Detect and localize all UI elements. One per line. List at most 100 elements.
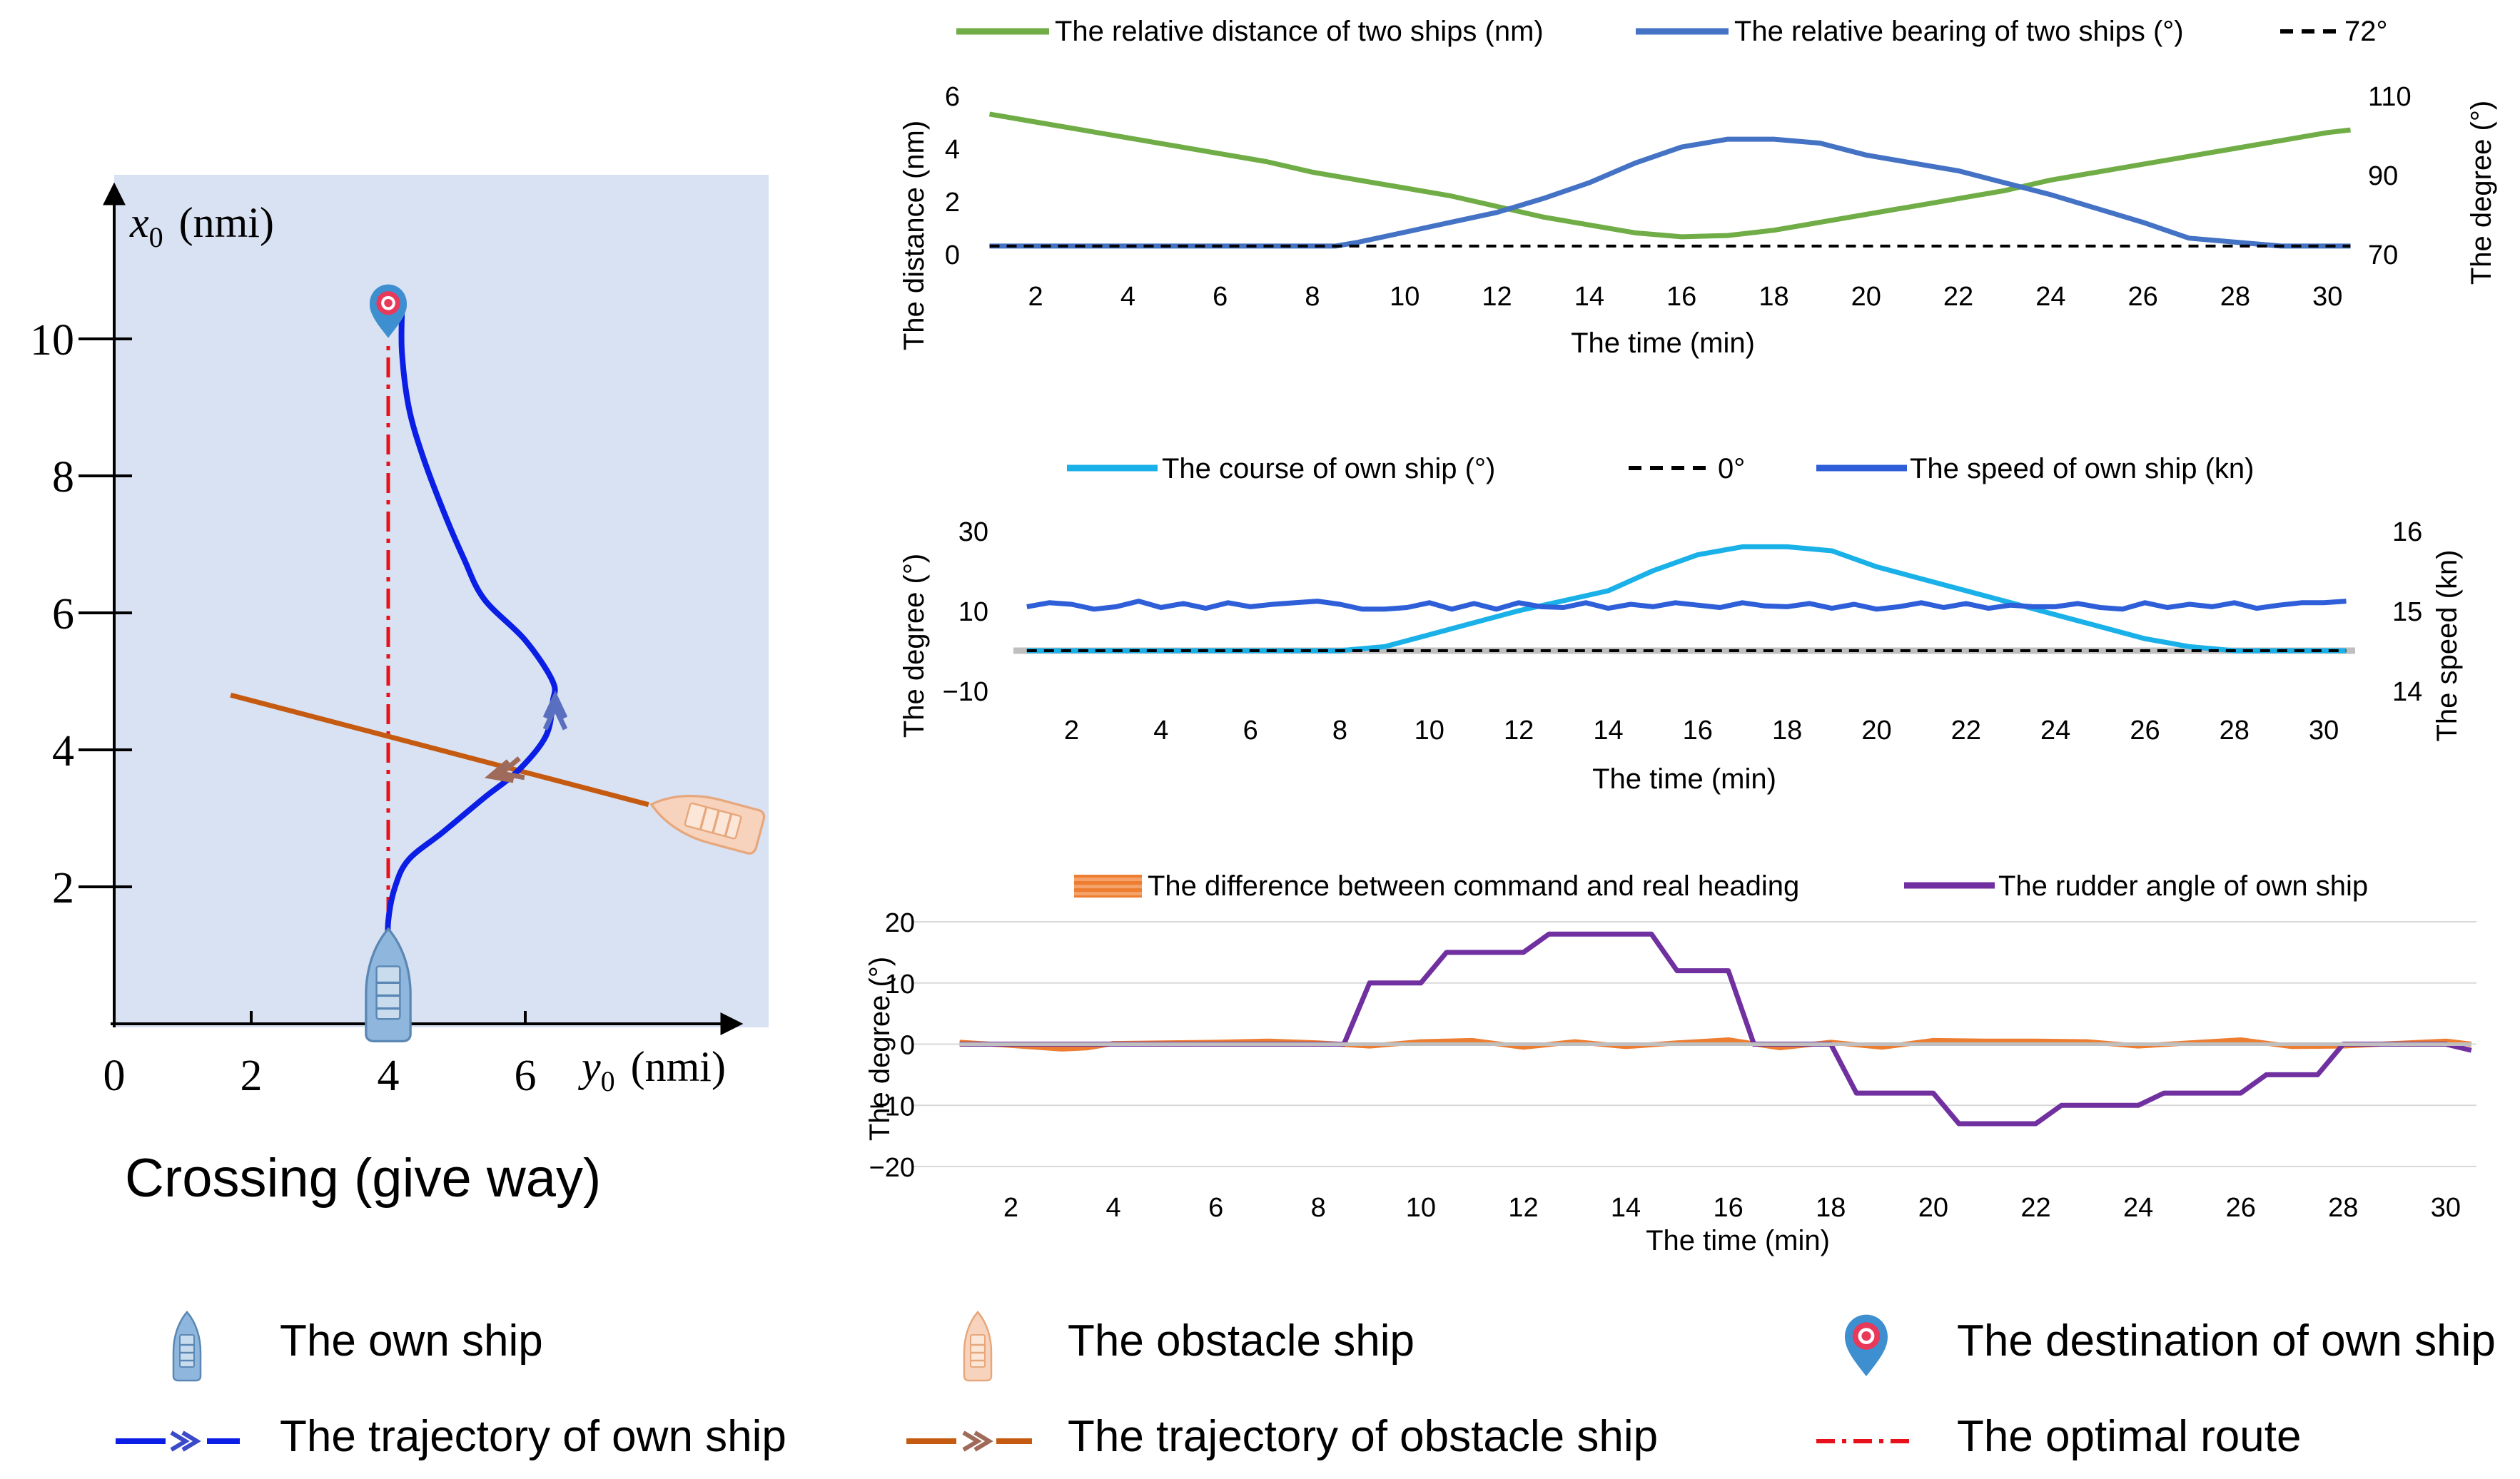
legend-rudder-label: The rudder angle of own ship xyxy=(1998,870,2368,902)
map-y-axis-label: x0 (nmi) xyxy=(129,199,274,253)
x-tick-label: 6 xyxy=(1208,1193,1223,1223)
x-tick-label: 8 xyxy=(1311,1193,1326,1223)
map-y-tick-label: 2 xyxy=(52,864,74,913)
chart2-series xyxy=(1026,544,2347,654)
destination-marker-icon xyxy=(370,284,407,338)
y-tick-label: 6 xyxy=(945,82,960,112)
obstacle-ship-direction-chevron xyxy=(484,756,525,783)
y-tick-label: −10 xyxy=(869,1092,915,1122)
x-tick-label: 12 xyxy=(1508,1193,1538,1223)
chart2-x-axis-label: The time (min) xyxy=(1592,763,1776,795)
x-tick-label: 2 xyxy=(1003,1193,1018,1223)
x-tick-label: 2 xyxy=(1064,716,1079,746)
legend-heading-diff-swatch xyxy=(1074,875,1142,898)
x-tick-label: 4 xyxy=(1153,716,1168,746)
x-tick-label: 16 xyxy=(1666,282,1696,312)
chart1-x-axis-label: The time (min) xyxy=(1571,327,1755,359)
legend-own-ship-icon xyxy=(172,1311,202,1382)
course-speed-chart: The course of own ship (°) 0° The speed … xyxy=(899,453,2463,795)
legend-0deg-label: 0° xyxy=(1718,453,1745,484)
x-tick-label: 6 xyxy=(1243,716,1258,746)
x-tick-label: 22 xyxy=(1943,282,1973,312)
x-tick-label: 26 xyxy=(2130,716,2160,746)
x-tick-label: 10 xyxy=(1406,1193,1436,1223)
chart3-legend: The difference between command and real … xyxy=(1074,870,2368,902)
map-panel: 0 2 4 6 2 4 6 8 10 x0 (nmi) y0 (nmi) xyxy=(30,175,769,1209)
x-tick-label: 16 xyxy=(1714,1193,1744,1223)
map-y-tick-label: 4 xyxy=(52,727,74,776)
obstacle-ship-icon xyxy=(649,794,766,855)
chart2-legend: The course of own ship (°) 0° The speed … xyxy=(1067,453,2254,484)
bottom-legend: The own ship The obstacle ship The desti… xyxy=(116,1311,2496,1461)
chart2-y-ticks: −10 10 30 xyxy=(943,517,988,707)
y-tick-label: 2 xyxy=(945,188,960,218)
distance-bearing-chart: The relative distance of two ships (nm) … xyxy=(899,16,2497,359)
series-line-the-course-of-own-ship- xyxy=(1026,544,2347,654)
x-tick-label: 10 xyxy=(1415,716,1444,746)
right-y-tick-label: 70 xyxy=(2368,240,2398,270)
legend-obstacle-ship-label: The obstacle ship xyxy=(1068,1316,1415,1366)
chart1-series xyxy=(988,111,2351,249)
legend-heading-diff-label: The difference between command and real … xyxy=(1148,870,1799,902)
right-y-tick-label: 15 xyxy=(2392,597,2422,627)
map-x-ticks: 0 2 4 6 xyxy=(103,1011,537,1100)
x-tick-label: 6 xyxy=(1213,282,1228,312)
x-tick-label: 24 xyxy=(2123,1193,2153,1223)
x-tick-label: 2 xyxy=(1028,282,1043,312)
legend-own-ship-label: The own ship xyxy=(280,1316,543,1366)
chart3-y-ticks: −20 −10 0 10 20 xyxy=(869,908,915,1183)
y-tick-label: 10 xyxy=(958,597,988,627)
map-y-tick-label: 6 xyxy=(52,590,74,639)
x-tick-label: 16 xyxy=(1683,716,1713,746)
chart3-series xyxy=(959,931,2472,1127)
x-tick-label: 14 xyxy=(1574,282,1604,312)
x-tick-label: 26 xyxy=(2226,1193,2256,1223)
chart1-x-ticks: 2 4 6 8 10 12 14 16 18 20 22 24 26 28 30 xyxy=(1028,282,2343,312)
x-tick-label: 14 xyxy=(1593,716,1623,746)
chart2-y-axis-label: The degree (°) xyxy=(899,554,930,738)
chart2-x-ticks: 2 4 6 8 10 12 14 16 18 20 22 24 26 28 30 xyxy=(1064,716,2339,746)
legend-obstacle-ship-icon xyxy=(963,1311,993,1382)
chart1-y-ticks: 0 2 4 6 xyxy=(945,82,960,270)
x-tick-label: 24 xyxy=(2035,282,2065,312)
x-tick-label: 28 xyxy=(2220,282,2250,312)
x-tick-label: 20 xyxy=(1851,282,1881,312)
series-line-the-rudder-angle-of-own-ship xyxy=(959,931,2472,1127)
map-x-tick-label: 6 xyxy=(515,1052,537,1100)
x-tick-label: 18 xyxy=(1772,716,1802,746)
x-tick-label: 4 xyxy=(1120,282,1135,312)
series-line-the-relative-bearing-of-two-ships- xyxy=(989,136,2351,249)
chart3-x-ticks: 2 4 6 8 10 12 14 16 18 20 22 24 26 28 30 xyxy=(1003,1193,2461,1223)
x-tick-label: 18 xyxy=(1759,282,1788,312)
heading-rudder-chart: The difference between command and real … xyxy=(864,870,2476,1256)
legend-72deg-label: 72° xyxy=(2344,16,2388,47)
map-x-tick-label: 2 xyxy=(241,1052,263,1100)
series-line-the-relative-distance-of-two-ships-nm- xyxy=(988,111,2351,240)
x-tick-label: 30 xyxy=(2309,716,2339,746)
x-tick-label: 22 xyxy=(2020,1193,2050,1223)
right-y-tick-label: 90 xyxy=(2368,161,2398,191)
legend-distance-label: The relative distance of two ships (nm) xyxy=(1055,16,1544,47)
x-tick-label: 26 xyxy=(2127,282,2157,312)
chart1-right-y-axis-label: The degree (°) xyxy=(2466,101,2497,285)
series-line-the-speed-of-own-ship-kn- xyxy=(1026,599,2347,612)
x-tick-label: 24 xyxy=(2040,716,2070,746)
x-tick-label: 14 xyxy=(1611,1193,1641,1223)
chart1-y-axis-label: The distance (nm) xyxy=(899,121,930,350)
x-tick-label: 30 xyxy=(2431,1193,2461,1223)
y-tick-label: 30 xyxy=(958,517,988,547)
map-x-tick-label: 4 xyxy=(378,1052,400,1100)
right-y-tick-label: 14 xyxy=(2392,677,2422,707)
x-tick-label: 12 xyxy=(1504,716,1534,746)
legend-course-label: The course of own ship (°) xyxy=(1162,453,1495,484)
x-tick-label: 8 xyxy=(1332,716,1347,746)
chart2-right-y-ticks: 14 15 16 xyxy=(2392,517,2422,707)
right-y-tick-label: 110 xyxy=(2368,82,2412,112)
legend-optimal-route-label: The optimal route xyxy=(1957,1412,2301,1461)
right-y-tick-label: 16 xyxy=(2392,517,2422,547)
map-y-tick-label: 8 xyxy=(52,453,74,502)
x-tick-label: 28 xyxy=(2328,1193,2358,1223)
legend-obstacle-trajectory-label: The trajectory of obstacle ship xyxy=(1068,1412,1658,1461)
x-tick-label: 20 xyxy=(1861,716,1891,746)
